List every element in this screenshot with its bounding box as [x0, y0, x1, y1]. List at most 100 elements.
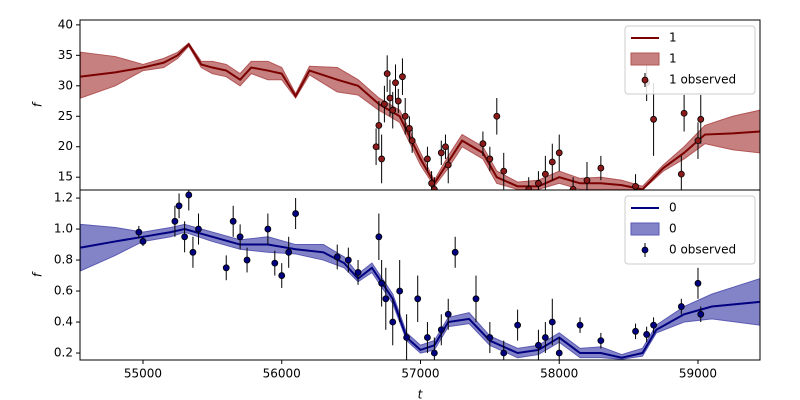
observed-point — [535, 179, 542, 187]
observed-point — [236, 233, 244, 241]
y-tick-label: 35 — [58, 48, 73, 62]
observed-point — [408, 137, 416, 145]
observed-point — [181, 233, 189, 241]
observed-point — [382, 295, 390, 303]
observed-point — [697, 310, 705, 318]
y-tick-label: 0.6 — [54, 284, 73, 298]
legend-label: 0 observed — [669, 243, 736, 257]
x-tick-label: 59000 — [679, 367, 717, 381]
observed-point — [437, 149, 445, 157]
observed-point — [401, 112, 409, 120]
legend-swatch — [630, 52, 660, 66]
observed-point — [541, 334, 549, 341]
observed-point — [372, 143, 380, 151]
observed-point — [500, 349, 508, 357]
observed-point — [285, 248, 293, 256]
y-tick-label: 25 — [58, 109, 73, 123]
observed-point — [650, 115, 657, 123]
observed-point — [278, 272, 286, 279]
observed-point — [243, 256, 251, 264]
observed-point — [414, 295, 422, 303]
legend-label: 0 — [669, 222, 677, 236]
observed-point — [403, 334, 411, 341]
observed-point — [229, 217, 237, 225]
observed-point — [632, 182, 639, 190]
observed-point — [424, 155, 431, 163]
legend-swatch — [641, 246, 649, 254]
observed-point — [442, 143, 449, 151]
observed-point — [392, 79, 399, 87]
observed-point — [677, 303, 685, 310]
observed-point — [222, 264, 230, 272]
observed-point — [171, 217, 179, 225]
observed-point — [697, 115, 705, 123]
observed-point — [264, 225, 272, 233]
observed-point — [555, 149, 563, 157]
observed-point — [399, 73, 406, 81]
legend-swatch — [630, 222, 660, 236]
observed-point — [444, 310, 452, 318]
observed-point — [486, 334, 494, 341]
legend-label: 1 observed — [669, 73, 736, 87]
observed-point — [500, 167, 508, 175]
observed-point — [405, 125, 413, 132]
observed-point — [576, 321, 584, 329]
observed-point — [451, 248, 459, 256]
observed-point — [525, 185, 533, 190]
mean-line — [80, 42, 760, 190]
x-axis-label: t — [418, 388, 424, 400]
observed-point — [333, 253, 341, 261]
plot-area — [80, 190, 760, 360]
observed-point — [292, 210, 300, 217]
observed-point — [375, 122, 383, 129]
y-tick-label: 1.2 — [54, 191, 73, 205]
observed-point — [486, 155, 494, 163]
legend-box — [624, 195, 756, 265]
legend-label: 1 — [669, 31, 677, 45]
legend-swatch — [641, 76, 649, 84]
confidence-band — [80, 42, 760, 190]
mean-line — [80, 228, 760, 359]
observed-point — [139, 238, 147, 245]
observed-point — [175, 202, 183, 210]
observed-point — [541, 170, 549, 178]
observed-point — [428, 179, 435, 187]
legend-box — [624, 25, 756, 95]
y-axis-label: f — [31, 101, 45, 107]
y-tick-label: 0.8 — [54, 253, 73, 267]
observed-point — [643, 331, 651, 338]
y-tick-label: 40 — [58, 17, 73, 31]
observed-point — [548, 158, 556, 166]
observed-point — [677, 170, 685, 178]
y-tick-label: 1.0 — [54, 222, 73, 236]
observed-point — [396, 287, 404, 295]
observed-point — [389, 318, 397, 326]
observed-point — [437, 326, 445, 334]
observed-point — [430, 185, 438, 190]
legend-label: 0 — [669, 201, 677, 215]
observed-point — [597, 337, 605, 345]
x-tick-label: 58000 — [540, 367, 578, 381]
observed-point — [493, 112, 501, 120]
observed-point — [354, 269, 362, 276]
observed-point — [597, 164, 605, 172]
observed-point — [548, 318, 556, 326]
observed-point — [383, 70, 391, 78]
observed-point — [344, 256, 352, 264]
observed-point — [479, 140, 487, 148]
y-tick-label: 0.4 — [54, 315, 73, 329]
y-axis-label: f — [31, 271, 45, 277]
observed-point — [694, 279, 702, 287]
axes-frame — [79, 189, 761, 361]
observed-point — [271, 259, 279, 267]
observed-point — [185, 191, 193, 199]
observed-point — [394, 97, 402, 105]
observed-point — [389, 106, 397, 114]
observed-point — [378, 279, 386, 287]
observed-point — [386, 94, 394, 102]
observed-point — [375, 233, 383, 241]
observed-point — [195, 225, 202, 233]
observed-point — [189, 248, 197, 256]
observed-point — [444, 161, 452, 169]
